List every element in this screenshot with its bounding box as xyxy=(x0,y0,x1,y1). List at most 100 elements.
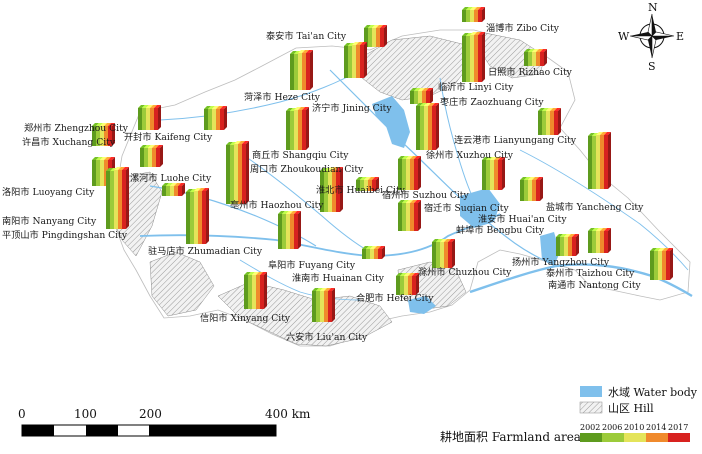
farmland-bar-xuchang-2002 xyxy=(92,126,96,146)
farmland-bar-group-luohe xyxy=(140,145,163,167)
farmland-bar-luohe-2002 xyxy=(140,148,144,167)
farmland-bar-top-heze-2002 xyxy=(290,51,297,54)
farmland-bar-group-rizhao xyxy=(524,49,547,66)
farmland-bar-group-zibo xyxy=(462,7,485,22)
farmland-bar-zhoukou-2002 xyxy=(226,145,230,204)
farmland-bar-top-nantong-2017 xyxy=(666,248,673,251)
city-label-yancheng: 盐城市 Yancheng City xyxy=(546,201,644,213)
farmland-bar-zibo-2002 xyxy=(462,10,466,22)
farmland-bar-fuyang-2014 xyxy=(290,214,294,249)
farmland-bar-top-linyi-2002 xyxy=(462,33,469,36)
farmland-bar-side-huaibei xyxy=(376,177,379,191)
farmland-bar-side-huaian xyxy=(502,157,505,190)
farmland-bar-top-luan-2006 xyxy=(316,288,323,291)
legend-year-swatch-2010 xyxy=(624,433,646,442)
farmland-bar-top-xinyang-2002 xyxy=(244,272,251,275)
farmland-bar-top-xuchang-2014 xyxy=(104,123,111,126)
farmland-bar-nantong-2002 xyxy=(650,251,654,280)
legend-hill-label: 山区 Hill xyxy=(608,402,654,415)
farmland-bar-luan-2014 xyxy=(324,291,328,322)
farmland-bar-zaozhuang-2017 xyxy=(426,91,430,104)
farmland-bar-bengbu-2002 xyxy=(520,180,524,201)
farmland-bar-side-zhoukou xyxy=(246,141,249,204)
city-label-luan: 六安市 Liu'an City xyxy=(286,331,368,343)
farmland-bar-group-linyi xyxy=(462,32,485,82)
farmland-bar-zhengzhou-2006 xyxy=(142,108,146,130)
farmland-bar-rizhao-2014 xyxy=(536,52,540,66)
farmland-bar-pingdingshan-2010 xyxy=(170,186,174,196)
farmland-bar-zhengzhou-2010 xyxy=(146,108,150,130)
farmland-bar-heze-2017 xyxy=(306,53,310,90)
farmland-bar-side-pingdingshan xyxy=(182,183,185,196)
farmland-bar-zhoukou-2010 xyxy=(234,144,238,204)
farmland-bar-jining-2014 xyxy=(356,45,360,78)
farmland-bar-suzhou-2002 xyxy=(398,159,402,190)
farmland-bar-top-pingdingshan-2014 xyxy=(174,183,181,186)
farmland-bar-top-chuzhou-2002 xyxy=(432,239,439,242)
farmland-bar-top-taizhou-2017 xyxy=(604,228,611,231)
scale-label-400km: 400 km xyxy=(265,407,311,421)
farmland-bar-top-luoyang-2002 xyxy=(92,157,99,160)
farmland-bar-top-taizhou-2010 xyxy=(596,228,603,231)
farmland-bar-side-luan xyxy=(332,288,335,322)
farmland-bar-top-zhengzhou-2014 xyxy=(150,105,157,108)
farmland-bar-top-yangzhou-2006 xyxy=(560,234,567,237)
farmland-bar-jining-2006 xyxy=(348,46,352,78)
city-label-lianyungang: 连云港市 Lianyungang City xyxy=(454,134,577,146)
river-south xyxy=(239,259,361,301)
compass-north: N xyxy=(648,1,658,14)
farmland-bar-top-huaian-2002 xyxy=(482,157,489,160)
farmland-bar-luan-2006 xyxy=(316,291,320,322)
farmland-bar-top-suqian-2017 xyxy=(414,200,421,203)
city-labels: 淄博市 Zibo City 泰安市 Tai'an City 菏泽市 Heze C… xyxy=(2,22,644,343)
farmland-bar-taizhou-2010 xyxy=(596,231,600,253)
farmland-bar-top-zhengzhou-2006 xyxy=(142,105,149,108)
farmland-bar-side-nantong xyxy=(670,248,673,280)
farmland-bar-top-xuzhou-2017 xyxy=(432,103,439,106)
farmland-bar-top-zhengzhou-2010 xyxy=(146,105,153,108)
farmland-bar-side-linyi xyxy=(482,32,485,82)
farmland-bar-xinyang-2017 xyxy=(260,275,264,309)
farmland-bar-zhoukou-2017 xyxy=(242,144,246,204)
farmland-bar-top-luan-2017 xyxy=(328,288,335,291)
farmland-bar-top-suqian-2014 xyxy=(410,200,417,203)
farmland-bar-top-suzhou-2006 xyxy=(402,156,409,159)
city-label-hefei: 合肥市 Hefei City xyxy=(356,292,434,304)
farmland-bar-side-fuyang xyxy=(298,211,301,249)
farmland-bar-top-lianyungang-2017 xyxy=(554,108,561,111)
farmland-bar-xuchang-2017 xyxy=(108,126,112,146)
farmland-bar-xuchang-2014 xyxy=(104,126,108,146)
farmland-bar-top-bengbu-2010 xyxy=(528,177,535,180)
farmland-bar-group-huainan xyxy=(362,246,385,259)
farmland-bar-group-zhumadian xyxy=(186,188,209,244)
farmland-bar-suzhou-2010 xyxy=(406,159,410,190)
farmland-bar-top-hefei-2006 xyxy=(400,273,407,276)
scale-label-200: 200 xyxy=(139,407,162,421)
farmland-bar-top-suqian-2010 xyxy=(406,200,413,203)
farmland-bar-top-rizhao-2017 xyxy=(540,49,547,52)
farmland-bar-luan-2017 xyxy=(328,291,332,322)
farmland-bar-top-zaozhuang-2017 xyxy=(426,88,433,91)
farmland-bar-top-luan-2010 xyxy=(320,288,327,291)
farmland-bar-linyi-2002 xyxy=(462,36,466,82)
farmland-bar-top-huainan-2014 xyxy=(374,246,381,249)
farmland-bar-top-luohe-2014 xyxy=(152,145,159,148)
farmland-bar-huainan-2017 xyxy=(378,249,382,259)
farmland-bar-side-zaozhuang xyxy=(430,88,433,104)
farmland-bar-linyi-2006 xyxy=(466,36,470,82)
farmland-bar-kaifeng-2014 xyxy=(216,109,220,130)
legend-year-swatch-2014 xyxy=(646,433,668,442)
city-label-rizhao: 日照市 Rizhao City xyxy=(488,66,573,78)
city-label-zhoukou: 周口市 Zhoukoudian City xyxy=(250,163,364,175)
farmland-bar-top-nanyang-2010 xyxy=(114,167,121,170)
farmland-bar-side-taizhou xyxy=(608,228,611,253)
farmland-bar-shangqiu-2017 xyxy=(302,110,306,150)
farmland-bar-bengbu-2006 xyxy=(524,180,528,201)
farmland-bar-top-lianyungang-2010 xyxy=(546,108,553,111)
farmland-bar-top-pingdingshan-2010 xyxy=(170,183,177,186)
farmland-bar-side-shangqiu xyxy=(306,107,309,150)
farmland-bar-nanyang-2002 xyxy=(106,171,110,229)
farmland-bar-top-hefei-2017 xyxy=(412,273,419,276)
farmland-bar-nantong-2014 xyxy=(662,251,666,280)
farmland-bar-side-taian xyxy=(384,25,387,47)
